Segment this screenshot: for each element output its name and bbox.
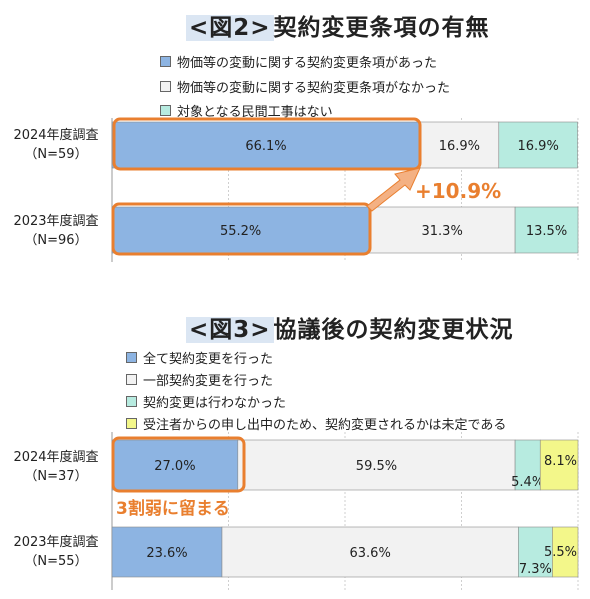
chart1-row-year-2024: 2024年度調査	[13, 128, 99, 143]
chart2-data-label-2-3: 7.3%	[519, 562, 552, 577]
chart2-row-year-2023: 2023年度調査	[13, 535, 99, 550]
chart2-data-label-1-4: 8.1%	[544, 454, 577, 469]
chart2-bar-1-3	[514, 439, 541, 491]
chart2-title-text: 協議後の契約変更状況	[273, 317, 514, 343]
chart1-data-label-1-1: 66.1%	[245, 139, 286, 154]
chart2-title: <図3> 協議後の契約変更状況	[186, 310, 514, 344]
chart2-bar-2-2	[221, 526, 519, 578]
chart2-legend-label-3: 契約変更は行わなかった	[143, 396, 287, 411]
chart2-data-label-2-2: 63.6%	[350, 546, 391, 561]
chart1-bar-2-2	[368, 206, 516, 254]
chart2-bar-2-1	[111, 526, 223, 578]
chart2-legend-item-1: 全て契約変更を行った	[126, 348, 273, 367]
chart2-legend-label-4: 受注者からの申し出中のため、契約変更されるかは未定である	[143, 418, 507, 433]
chart1-title: <図2> 契約変更条項の有無	[186, 8, 490, 42]
chart1-legend-swatch-1	[160, 56, 171, 67]
chart1-data-label-2-2: 31.3%	[422, 224, 463, 239]
chart2-legend-item-4: 受注者からの申し出中のため、契約変更されるかは未定である	[126, 414, 506, 433]
chart1-title-tag: <図2>	[186, 15, 274, 41]
chart2-legend-item-3: 契約変更は行わなかった	[126, 392, 286, 411]
chart2-legend-swatch-2	[126, 374, 137, 385]
chart2-legend-swatch-3	[126, 396, 137, 407]
chart2-row-year-2024: 2024年度調査	[13, 450, 99, 465]
chart1-legend-label-1: 物価等の変動に関する契約変更条項があった	[177, 56, 438, 71]
chart2-data-label-1-2: 59.5%	[356, 459, 397, 474]
chart1-bar-2-3	[514, 206, 579, 254]
chart1-row-n-2024: （N=59）	[24, 147, 88, 162]
chart1-legend-item-1: 物価等の変動に関する契約変更条項があった	[160, 52, 437, 71]
chart1-highlight-box-2	[111, 202, 372, 256]
chart1-legend-label-3: 対象となる民間工事はない	[177, 105, 333, 120]
chart2-row-label-2023: 2023年度調査 （N=55）	[4, 533, 108, 571]
chart2-bar-1-1	[111, 439, 239, 491]
chart2-legend-swatch-1	[126, 352, 137, 363]
chart1-data-label-2-1: 55.2%	[220, 224, 261, 239]
chart1-bar-1-1	[111, 121, 421, 169]
chart2-data-label-1-1: 27.0%	[154, 459, 195, 474]
chart2-data-label-2-4: 5.5%	[544, 545, 577, 560]
chart2-bar-1-2	[237, 439, 516, 491]
chart1-title-text: 契約変更条項の有無	[273, 15, 490, 41]
chart2-legend-swatch-4	[126, 418, 137, 429]
chart2-highlight-box-1	[111, 436, 246, 493]
chart1-highlight-box-1	[112, 117, 422, 171]
chart1-legend-swatch-3	[160, 105, 171, 116]
chart1-row-n-2023: （N=96）	[24, 233, 88, 248]
chart2-legend-label-2: 一部契約変更を行った	[143, 374, 274, 389]
chart1-bar-1-3	[498, 121, 578, 169]
chart1-row-label-2024: 2024年度調査 （N=59）	[4, 126, 108, 164]
chart2-title-tag: <図3>	[186, 317, 274, 343]
chart2-bar-2-4	[552, 526, 579, 578]
chart1-legend-item-3: 対象となる民間工事はない	[160, 101, 333, 120]
chart2-bar-2-3	[518, 526, 553, 578]
chart2-data-label-2-1: 23.6%	[146, 546, 187, 561]
chart2-row-n-2024: （N=37）	[24, 469, 88, 484]
chart1-legend-swatch-2	[160, 81, 171, 92]
chart2-row-label-2024: 2024年度調査 （N=37）	[4, 448, 108, 486]
chart2-annotation: 3割弱に留まる	[116, 498, 230, 519]
chart1-legend-item-2: 物価等の変動に関する契約変更条項がなかった	[160, 77, 450, 96]
chart1-data-label-1-2: 16.9%	[439, 139, 480, 154]
chart1-row-year-2023: 2023年度調査	[13, 214, 99, 229]
chart1-annotation: +10.9%	[415, 179, 501, 203]
chart1-legend-label-2: 物価等の変動に関する契約変更条項がなかった	[177, 81, 451, 96]
chart1-row-label-2023: 2023年度調査 （N=96）	[4, 212, 108, 250]
chart2-legend-label-1: 全て契約変更を行った	[143, 352, 274, 367]
chart2-data-label-1-3: 5.4%	[511, 475, 544, 490]
chart2-legend-item-2: 一部契約変更を行った	[126, 370, 273, 389]
chart1-arrow	[366, 167, 421, 212]
chart1-data-label-2-3: 13.5%	[526, 224, 567, 239]
chart2-bar-1-4	[539, 439, 579, 491]
chart2-row-n-2023: （N=55）	[24, 554, 88, 569]
chart1-data-label-1-3: 16.9%	[518, 139, 559, 154]
